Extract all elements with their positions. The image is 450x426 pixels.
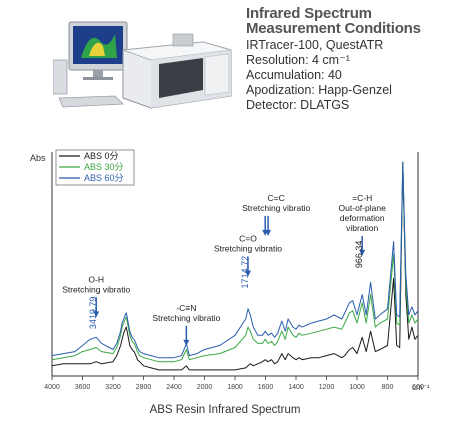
- legend-entry-2: ABS 60分: [84, 173, 124, 183]
- condition-detector: Detector: DLATGS: [246, 98, 350, 112]
- annotation-text: Stretching vibratio: [242, 203, 310, 213]
- condition-instrument: IRTracer-100, QuestATR: [246, 38, 384, 52]
- series-line-1: [51, 161, 419, 363]
- x-axis-unit-label: cm⁻¹: [412, 383, 430, 392]
- annotation-arrow-head: [183, 339, 190, 346]
- legend: ABS 0分 ABS 30分 ABS 60分: [55, 149, 135, 186]
- annotation-text: O-H: [88, 274, 104, 284]
- x-tick-label: 1600: [258, 384, 274, 391]
- peak-label: 966.34: [354, 241, 364, 269]
- condition-apodization: Apodization: Happ-Genzel: [246, 83, 392, 97]
- x-tick-label: 4000: [44, 384, 60, 391]
- conditions-list: IRTracer-100, QuestATR Resolution: 4 cm⁻…: [246, 38, 446, 113]
- x-tick-label: 2000: [197, 384, 213, 391]
- x-tick-label: 800: [382, 384, 394, 391]
- annotation-text: Stretching vibratio: [214, 244, 282, 254]
- annotation-text: C=O: [239, 234, 257, 244]
- x-tick-label: 600: [412, 384, 424, 391]
- x-tick-layer: 4000 3600 3200 2800 2400 2000 1800 1600 1400 1200…: [44, 376, 424, 391]
- condition-accumulation: Accumulation: 40: [246, 68, 342, 82]
- annotation-arrow-head: [359, 249, 366, 256]
- x-tick-label: 2800: [136, 384, 152, 391]
- x-tick-label: 1800: [227, 384, 243, 391]
- annotation-arrow-head: [265, 229, 272, 236]
- x-tick-label: 1000: [349, 384, 365, 391]
- x-tick-label: 1400: [288, 384, 304, 391]
- y-axis-label: Abs: [30, 153, 46, 163]
- ftir-spectrometer-icon: [53, 21, 232, 109]
- annotation-text: Stretching vibratio: [152, 313, 220, 323]
- annotation-text: Stretching vibratio: [62, 284, 130, 294]
- annotation-arrow-head: [93, 311, 100, 318]
- annotation-text: Out-of-plane: [339, 203, 387, 213]
- ir-spectrum-chart: Abs 4000 3600 3200 2800 2400 2000 1800 1600 1400…: [30, 149, 430, 416]
- chart-title: ABS Resin Infrared Spectrum: [150, 404, 301, 416]
- conditions-title-line-1: Infrared Spectrum: [246, 5, 372, 22]
- measurement-conditions-panel: Infrared Spectrum Measurement Conditions…: [246, 6, 446, 113]
- annotation-text: deformation: [340, 213, 385, 223]
- annotation-text: -C≡N: [176, 303, 196, 313]
- annotation-arrow-head: [244, 270, 251, 277]
- condition-resolution: Resolution: 4 cm⁻¹: [246, 53, 350, 67]
- x-tick-label: 2400: [166, 384, 182, 391]
- peak-label: 1714.72: [240, 256, 250, 289]
- x-tick-label: 3600: [75, 384, 91, 391]
- annotation-text: =C-H: [352, 193, 372, 203]
- annotation-text: C=C: [268, 193, 285, 203]
- series-layer: [51, 161, 419, 371]
- peak-label: 3419.79: [88, 297, 98, 330]
- legend-entry-0: ABS 0分: [84, 151, 119, 161]
- series-line-2: [51, 161, 419, 359]
- legend-entry-1: ABS 30分: [84, 162, 124, 172]
- series-line-0: [51, 161, 419, 371]
- annotation-text: vibration: [346, 223, 378, 233]
- conditions-title-line-2: Measurement Conditions: [246, 20, 421, 37]
- x-tick-label: 1200: [319, 384, 335, 391]
- x-tick-label: 3200: [105, 384, 121, 391]
